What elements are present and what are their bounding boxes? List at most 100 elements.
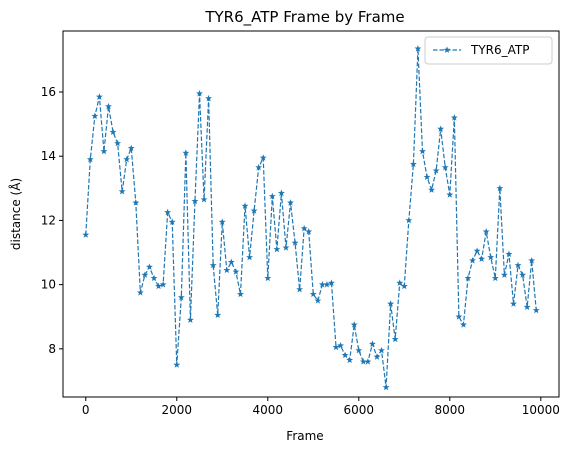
data-point xyxy=(209,261,217,269)
data-point xyxy=(155,282,162,290)
data-point xyxy=(318,281,326,288)
data-point xyxy=(364,358,372,365)
data-point xyxy=(332,343,340,351)
data-point xyxy=(400,282,408,290)
legend-label: TYR6_ATP xyxy=(470,43,529,57)
data-point xyxy=(346,356,354,363)
data-point xyxy=(532,306,540,314)
plot-frame xyxy=(62,30,560,398)
data-point xyxy=(118,187,126,195)
data-point xyxy=(378,346,385,354)
data-point xyxy=(373,353,381,360)
data-point xyxy=(95,93,103,100)
data-point xyxy=(218,218,226,225)
data-point xyxy=(405,216,413,224)
data-point xyxy=(423,173,431,180)
data-point xyxy=(287,199,294,206)
data-point xyxy=(455,313,463,320)
data-point xyxy=(173,361,181,368)
data-point xyxy=(237,290,244,298)
data-point xyxy=(387,300,395,307)
data-point xyxy=(123,155,131,163)
data-point xyxy=(414,45,422,52)
data-point xyxy=(296,285,304,293)
data-point xyxy=(177,293,185,301)
data-point xyxy=(196,90,203,97)
data-point xyxy=(528,256,536,264)
data-point xyxy=(246,253,253,261)
data-point xyxy=(391,335,399,343)
data-point xyxy=(300,224,308,232)
data-point xyxy=(482,228,490,235)
x-axis: 0 2000 4000 6000 8000 10000 xyxy=(82,397,560,417)
data-point xyxy=(473,247,481,254)
data-point xyxy=(350,321,358,328)
data-point xyxy=(450,114,458,121)
data-point xyxy=(136,289,144,296)
data-point xyxy=(200,195,208,203)
data-point xyxy=(150,274,158,282)
data-point xyxy=(446,191,454,198)
y-tick-label: 12 xyxy=(41,213,56,227)
data-point xyxy=(159,281,167,288)
data-point xyxy=(309,290,317,298)
data-point xyxy=(409,160,417,168)
data-point xyxy=(337,342,344,349)
data-point xyxy=(168,218,176,225)
data-point xyxy=(141,271,149,278)
data-point xyxy=(259,154,267,161)
data-point xyxy=(164,208,172,216)
plot-area xyxy=(62,30,560,398)
data-point xyxy=(359,358,367,365)
x-tick-label: 10000 xyxy=(522,403,560,417)
x-axis-label: Frame xyxy=(286,429,323,443)
data-point xyxy=(264,274,272,282)
data-point xyxy=(127,144,135,152)
data-point xyxy=(519,271,527,278)
data-point xyxy=(328,279,335,286)
data-layer xyxy=(82,45,540,391)
data-point xyxy=(496,184,504,192)
x-tick-label: 8000 xyxy=(435,403,466,417)
x-tick-label: 6000 xyxy=(344,403,375,417)
data-point xyxy=(278,189,285,197)
data-point xyxy=(250,207,258,214)
data-point xyxy=(146,263,153,270)
x-tick-label: 2000 xyxy=(161,403,192,417)
data-point xyxy=(305,228,313,235)
data-point xyxy=(205,94,213,102)
data-point xyxy=(460,321,467,328)
chart-title: TYR6_ATP Frame by Frame xyxy=(204,8,404,27)
data-point xyxy=(182,149,190,156)
data-point xyxy=(369,340,376,347)
data-point xyxy=(396,279,404,286)
data-point xyxy=(382,383,390,391)
data-point xyxy=(491,274,499,282)
legend-box xyxy=(424,36,553,65)
data-point xyxy=(505,250,513,258)
data-point xyxy=(428,186,436,193)
data-point xyxy=(437,125,445,132)
data-point xyxy=(223,266,231,274)
data-point xyxy=(282,244,290,251)
data-point xyxy=(255,163,263,171)
y-tick-label: 8 xyxy=(48,342,56,356)
data-point xyxy=(432,167,440,174)
data-point xyxy=(273,245,281,253)
y-tick-label: 16 xyxy=(41,85,56,99)
data-point xyxy=(500,271,508,278)
series-line xyxy=(85,48,537,388)
data-point xyxy=(478,255,486,262)
y-tick-label: 14 xyxy=(41,149,56,163)
data-point xyxy=(186,316,194,323)
data-point xyxy=(214,311,222,319)
data-point xyxy=(100,147,108,155)
data-point xyxy=(469,256,476,264)
data-point xyxy=(114,139,122,147)
data-point xyxy=(105,102,112,110)
data-point xyxy=(191,197,199,205)
data-point xyxy=(323,281,331,288)
data-point xyxy=(227,258,235,266)
data-point xyxy=(464,274,472,282)
